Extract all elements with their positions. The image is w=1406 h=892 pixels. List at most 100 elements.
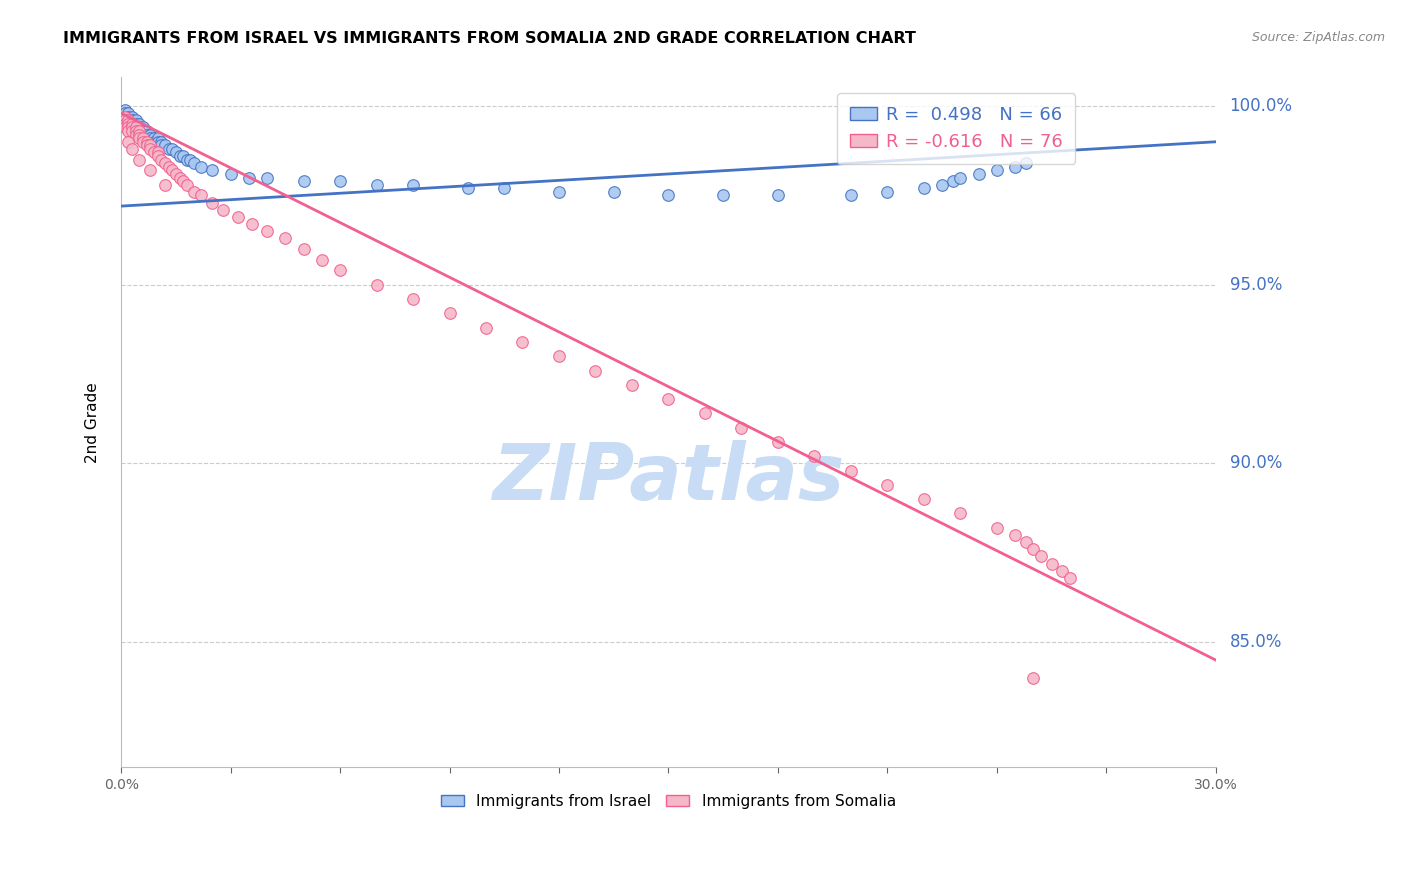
Point xyxy=(114,113,136,128)
Point xyxy=(121,120,143,135)
Point xyxy=(150,135,173,149)
Point xyxy=(114,120,136,135)
Point xyxy=(139,128,162,142)
Point xyxy=(212,202,235,217)
Point xyxy=(766,188,789,202)
Point xyxy=(1004,160,1026,174)
Point xyxy=(292,242,315,256)
Point xyxy=(329,263,352,277)
Point xyxy=(1059,571,1081,585)
Point xyxy=(457,181,479,195)
Point xyxy=(114,103,136,117)
Y-axis label: 2nd Grade: 2nd Grade xyxy=(86,382,100,463)
Point xyxy=(135,124,157,138)
Point xyxy=(839,464,862,478)
Point xyxy=(226,210,249,224)
Point xyxy=(132,131,155,145)
Point xyxy=(157,160,180,174)
Point xyxy=(143,135,166,149)
Point xyxy=(150,153,173,167)
Point xyxy=(128,124,150,138)
Point xyxy=(128,117,150,131)
Point xyxy=(475,320,498,334)
Point xyxy=(949,507,972,521)
Point xyxy=(117,124,139,138)
Point xyxy=(132,120,155,135)
Point xyxy=(730,420,752,434)
Point xyxy=(146,131,169,145)
Point xyxy=(117,117,139,131)
Point xyxy=(132,124,155,138)
Point xyxy=(114,110,136,124)
Point xyxy=(949,170,972,185)
Point xyxy=(219,167,242,181)
Point xyxy=(548,349,571,363)
Point xyxy=(402,178,425,192)
Point xyxy=(125,113,148,128)
Text: IMMIGRANTS FROM ISRAEL VS IMMIGRANTS FROM SOMALIA 2ND GRADE CORRELATION CHART: IMMIGRANTS FROM ISRAEL VS IMMIGRANTS FRO… xyxy=(63,31,917,46)
Point xyxy=(256,224,278,238)
Point xyxy=(143,145,166,160)
Point xyxy=(585,363,607,377)
Point xyxy=(153,138,176,153)
Point xyxy=(912,181,935,195)
Text: 85.0%: 85.0% xyxy=(1230,633,1282,651)
Point xyxy=(121,142,143,156)
Point xyxy=(803,450,825,464)
Point xyxy=(114,110,136,124)
Point xyxy=(128,124,150,138)
Point xyxy=(766,435,789,450)
Point xyxy=(172,174,194,188)
Point xyxy=(128,128,150,142)
Point xyxy=(117,110,139,124)
Point xyxy=(114,117,136,131)
Point xyxy=(117,106,139,120)
Point xyxy=(1022,671,1045,685)
Point xyxy=(967,167,990,181)
Point xyxy=(150,138,173,153)
Point xyxy=(912,492,935,507)
Point xyxy=(876,478,898,492)
Text: 95.0%: 95.0% xyxy=(1230,276,1282,293)
Point xyxy=(242,217,264,231)
Point xyxy=(402,292,425,306)
Point xyxy=(114,106,136,120)
Point xyxy=(179,153,201,167)
Point xyxy=(128,120,150,135)
Point xyxy=(176,178,198,192)
Point xyxy=(135,128,157,142)
Point xyxy=(190,160,212,174)
Point xyxy=(125,117,148,131)
Point xyxy=(117,135,139,149)
Point xyxy=(128,153,150,167)
Point xyxy=(986,163,1008,178)
Point xyxy=(1022,542,1045,557)
Point xyxy=(165,167,187,181)
Point xyxy=(366,178,388,192)
Point xyxy=(172,149,194,163)
Point xyxy=(117,113,139,128)
Point xyxy=(711,188,734,202)
Point xyxy=(1040,557,1063,571)
Point xyxy=(512,334,534,349)
Point xyxy=(201,163,224,178)
Point xyxy=(121,117,143,131)
Point xyxy=(1015,535,1038,549)
Text: 100.0%: 100.0% xyxy=(1230,97,1292,115)
Point xyxy=(657,392,679,406)
Point xyxy=(876,185,898,199)
Point xyxy=(125,120,148,135)
Point xyxy=(121,117,143,131)
Point xyxy=(121,110,143,124)
Point xyxy=(366,277,388,292)
Point xyxy=(146,145,169,160)
Point xyxy=(931,178,953,192)
Text: Source: ZipAtlas.com: Source: ZipAtlas.com xyxy=(1251,31,1385,45)
Point xyxy=(329,174,352,188)
Point xyxy=(169,170,191,185)
Point xyxy=(165,145,187,160)
Point xyxy=(121,124,143,138)
Point xyxy=(602,185,624,199)
Point xyxy=(657,188,679,202)
Point xyxy=(132,135,155,149)
